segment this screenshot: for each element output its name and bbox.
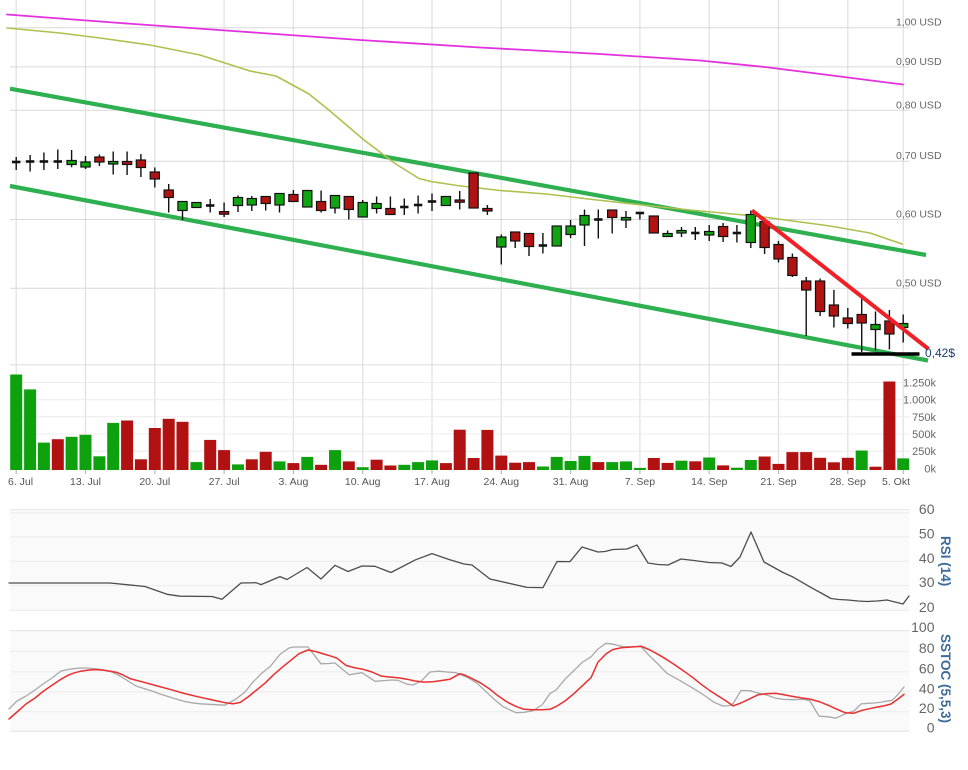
svg-text:40: 40 — [919, 550, 935, 566]
svg-text:31. Aug: 31. Aug — [553, 476, 589, 488]
svg-text:20: 20 — [919, 599, 935, 615]
svg-text:28. Sep: 28. Sep — [830, 476, 866, 488]
svg-text:80: 80 — [919, 640, 935, 656]
svg-text:0,90 USD: 0,90 USD — [896, 56, 942, 68]
svg-text:40: 40 — [919, 680, 935, 696]
svg-text:13. Jul: 13. Jul — [70, 476, 101, 488]
svg-text:14. Sep: 14. Sep — [691, 476, 727, 488]
svg-text:0: 0 — [927, 720, 935, 736]
svg-text:0,42$: 0,42$ — [925, 346, 955, 360]
svg-text:RSI (14): RSI (14) — [938, 536, 953, 586]
svg-text:6. Jul: 6. Jul — [8, 476, 33, 488]
svg-text:100: 100 — [911, 619, 935, 635]
svg-text:20. Jul: 20. Jul — [139, 476, 170, 488]
svg-text:5. Okt: 5. Okt — [882, 476, 910, 488]
svg-text:SSTOC (5,5,3): SSTOC (5,5,3) — [938, 634, 953, 723]
svg-text:1.250k: 1.250k — [903, 378, 937, 390]
svg-text:60: 60 — [919, 501, 935, 517]
svg-text:30: 30 — [919, 574, 935, 590]
svg-text:0k: 0k — [924, 463, 936, 475]
svg-text:10. Aug: 10. Aug — [345, 476, 381, 488]
svg-text:0,50 USD: 0,50 USD — [896, 277, 942, 289]
svg-text:17. Aug: 17. Aug — [414, 476, 450, 488]
svg-text:1,00 USD: 1,00 USD — [896, 17, 942, 29]
svg-text:1.000k: 1.000k — [903, 395, 937, 407]
svg-text:0,60 USD: 0,60 USD — [896, 209, 942, 221]
svg-text:7. Sep: 7. Sep — [625, 476, 656, 488]
svg-text:60: 60 — [919, 660, 935, 676]
svg-text:0,70 USD: 0,70 USD — [896, 150, 942, 162]
svg-text:21. Sep: 21. Sep — [760, 476, 796, 488]
svg-text:50: 50 — [919, 525, 935, 541]
svg-text:0,80 USD: 0,80 USD — [896, 99, 942, 111]
svg-text:27. Jul: 27. Jul — [209, 476, 240, 488]
svg-text:750k: 750k — [912, 412, 936, 424]
svg-text:20: 20 — [919, 700, 935, 716]
svg-text:250k: 250k — [912, 446, 936, 458]
svg-text:24. Aug: 24. Aug — [483, 476, 519, 488]
svg-text:3. Aug: 3. Aug — [279, 476, 309, 488]
svg-text:500k: 500k — [912, 429, 936, 441]
